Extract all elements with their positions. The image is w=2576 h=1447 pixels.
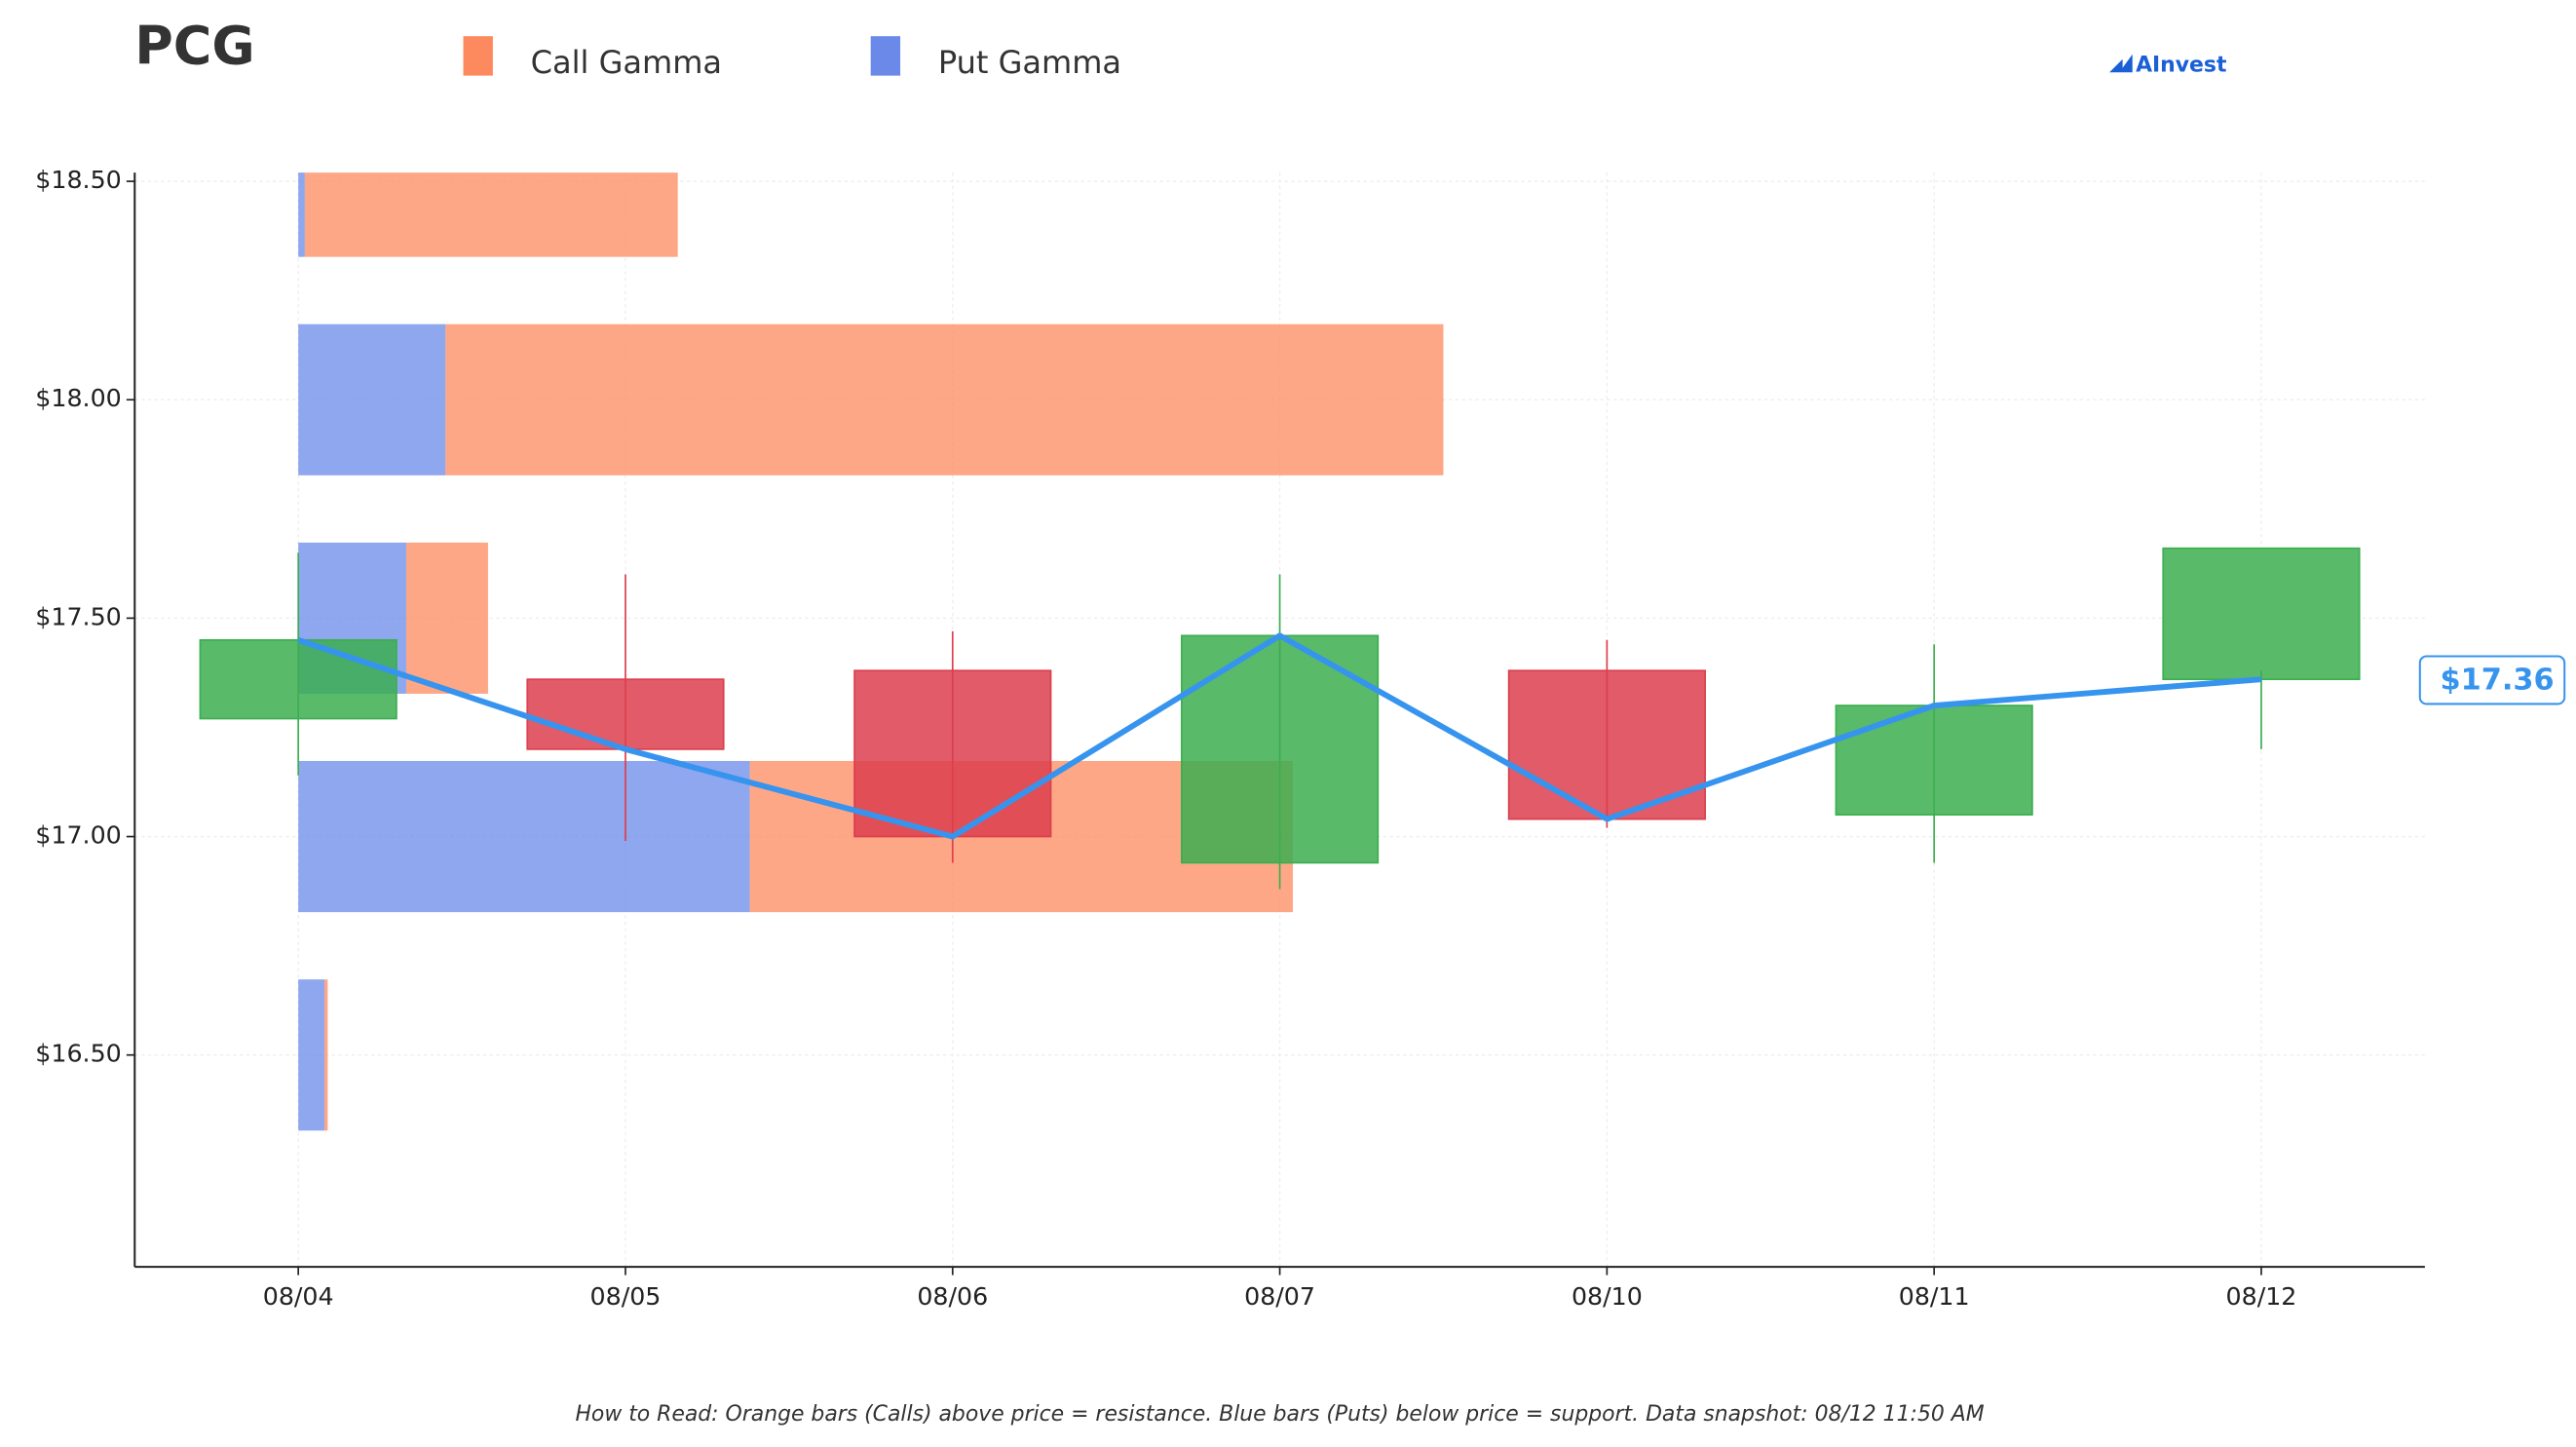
y-tick-label: $18.00 [35,384,121,412]
brand-name: AInvest [2136,54,2226,78]
gamma-bar [445,324,1444,476]
gamma-bar [298,979,325,1131]
footnote: How to Read: Orange bars (Calls) above p… [575,1402,1984,1427]
price-label-box [2418,655,2566,705]
y-tick-label: $18.50 [35,166,121,194]
gamma-bar [324,979,328,1131]
candle-body [199,638,398,720]
logo-icon [2109,54,2133,73]
legend-label: Put Gamma [938,44,1121,81]
gamma-bar [298,172,305,257]
x-tick-label: 08/06 [917,1282,988,1311]
candles [199,547,2361,890]
chart-title: PCG [134,15,254,76]
gamma-bar [298,324,446,476]
x-tick-label: 08/12 [2226,1282,2297,1311]
candle-body [1180,634,1380,864]
x-tick-label: 08/10 [1572,1282,1643,1311]
overlay: $17.36 [297,632,2566,840]
x-tick-label: 08/11 [1899,1282,1970,1311]
legend: Call Gamma Put Gamma [463,36,1121,81]
candle-body [1835,704,2033,816]
price-label: $17.36 [2441,663,2555,697]
gamma-bar [405,542,488,694]
candle-body [2162,547,2361,680]
legend-swatch [870,36,901,76]
candle-body [526,678,725,750]
x-tick-label: 08/07 [1244,1282,1315,1311]
brand-logo: AInvest [2109,54,2226,78]
x-tick-label: 08/04 [263,1282,334,1311]
candle-body [853,669,1052,838]
gamma-bar [298,760,750,913]
legend-swatch [463,36,493,76]
y-tick-label: $16.50 [35,1040,121,1068]
gamma-bars [298,172,1444,1131]
price-line [297,632,2262,840]
gamma-bar [304,172,678,257]
x-tick-label: 08/05 [590,1282,662,1311]
y-tick-label: $17.50 [35,602,121,630]
legend-label: Call Gamma [531,44,722,81]
y-tick-label: $17.00 [35,821,121,850]
